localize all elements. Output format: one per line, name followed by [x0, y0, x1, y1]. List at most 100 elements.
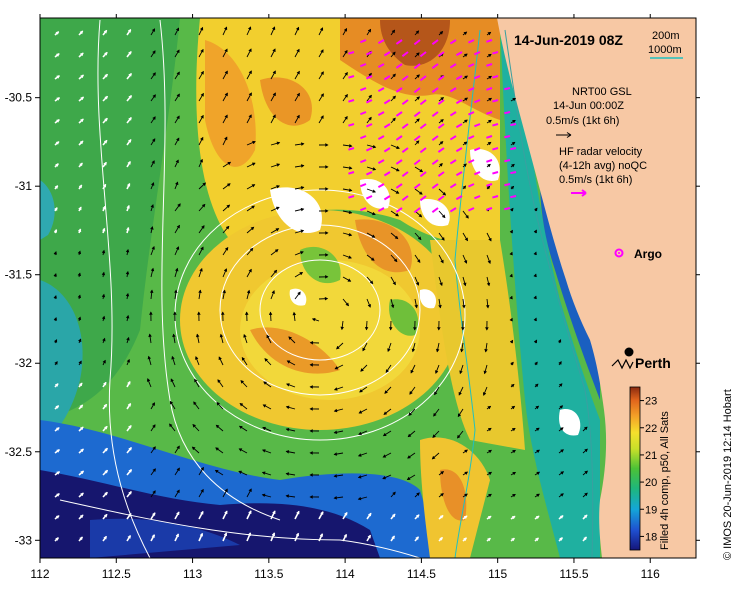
radar-arrow	[383, 195, 391, 201]
velocity-arrow-head	[391, 304, 395, 309]
velocity-arrow-head	[175, 533, 179, 538]
perth-marker	[624, 347, 634, 357]
velocity-arrow-head	[333, 496, 338, 500]
velocity-arrow-head	[223, 532, 227, 537]
velocity-arrow-head	[464, 53, 468, 57]
colorbar	[629, 386, 641, 551]
velocity-arrow-head	[464, 471, 469, 475]
radar-arrow	[437, 51, 445, 57]
velocity-arrow-head	[219, 333, 224, 338]
velocity-arrow-head	[309, 451, 313, 455]
velocity-arrow-head	[199, 532, 203, 537]
velocity-arrow-head	[372, 212, 376, 216]
velocity-arrow-head	[251, 205, 255, 209]
velocity-arrow-head	[152, 138, 156, 142]
velocity-arrow-head	[533, 295, 537, 300]
radar-arrow	[401, 99, 409, 105]
radar-arrow	[360, 63, 367, 68]
velocity-arrow-head	[485, 327, 489, 331]
velocity-arrow-head	[511, 141, 516, 146]
radar-arrow	[413, 159, 421, 166]
velocity-arrow-head	[127, 182, 131, 187]
velocity-arrow-head	[488, 75, 492, 80]
velocity-arrow-head	[55, 537, 59, 541]
radar-arrow	[348, 195, 355, 199]
velocity-arrow-head	[151, 534, 155, 538]
velocity-arrow-head	[442, 214, 446, 219]
radar-arrow	[437, 75, 445, 81]
velocity-arrow-head	[392, 95, 396, 100]
velocity-arrow-head	[200, 114, 204, 119]
velocity-arrow-head	[358, 410, 363, 414]
radar-arrow	[486, 159, 493, 163]
latitude-axis: -30.5 -31 -31.5 -32 -32.5 -33	[5, 91, 700, 547]
radar-arrow	[431, 159, 439, 166]
velocity-arrow-head	[176, 71, 180, 76]
credit-text: © IMOS 20-Jun-2019 12:14 Hobart	[722, 389, 734, 560]
velocity-arrow-head	[439, 515, 444, 519]
velocity-arrow-head	[300, 186, 305, 190]
velocity-arrow-head	[272, 70, 276, 74]
radar-arrow	[401, 195, 409, 201]
velocity-arrow-head	[415, 536, 419, 540]
radar-title: HF radar velocity	[559, 146, 643, 158]
velocity-arrow-head	[364, 326, 369, 331]
lon-tick-label: 114.5	[407, 567, 436, 581]
velocity-arrow-head	[79, 140, 84, 145]
velocity-arrow-head	[457, 413, 461, 418]
velocity-arrow-head	[296, 510, 300, 515]
velocity-arrow-head	[348, 166, 353, 170]
velocity-arrow-head	[418, 236, 422, 241]
isobaths	[454, 29, 594, 558]
radar-arrow	[413, 39, 421, 46]
velocity-arrow-head	[54, 361, 58, 365]
velocity-arrow-head	[171, 355, 175, 360]
velocity-arrow-head	[56, 53, 60, 57]
radar-arrow	[413, 135, 421, 142]
velocity-arrow-head	[80, 426, 84, 431]
velocity-arrow-head	[348, 188, 353, 192]
velocity-arrow-head	[272, 92, 276, 96]
radar-arrow	[383, 171, 391, 177]
velocity-arrow-head	[395, 190, 400, 194]
velocity-arrow-head	[200, 136, 204, 141]
radar-arrow	[492, 51, 499, 55]
map-title: 14-Jun-2019 08Z	[514, 32, 623, 48]
perth-label: Perth	[635, 355, 671, 371]
velocity-arrow-head	[103, 403, 107, 408]
velocity-arrow-head	[55, 141, 60, 145]
velocity-arrow-head	[440, 259, 444, 264]
velocity-arrow-head	[533, 251, 537, 256]
radar-arrow	[467, 159, 475, 164]
velocity-arrow-head	[176, 511, 180, 516]
velocity-arrow-head	[407, 455, 411, 459]
velocity-arrow-head	[300, 142, 305, 146]
velocity-arrow-head	[151, 28, 156, 32]
velocity-arrow-head	[128, 73, 132, 77]
radar-arrow	[467, 63, 475, 68]
velocity-arrow-head	[128, 51, 132, 55]
velocity-arrow-head	[79, 382, 83, 387]
radar-arrow	[360, 87, 367, 92]
velocity-arrow-head	[584, 470, 588, 474]
velocity-arrow-head	[512, 471, 517, 476]
velocity-arrow-head	[191, 446, 196, 450]
velocity-arrow-head	[288, 336, 292, 340]
velocity-arrow-head	[488, 119, 492, 124]
velocity-arrow-head	[243, 334, 247, 338]
velocity-arrow-head	[487, 141, 492, 146]
velocity-arrow-head	[512, 449, 516, 454]
velocity-arrow-head	[325, 231, 329, 235]
velocity-arrow-head	[151, 160, 155, 164]
lon-tick-label: 115.5	[559, 567, 588, 581]
velocity-arrow-head	[512, 493, 516, 498]
velocity-arrow-head	[463, 537, 467, 541]
velocity-arrow-head	[295, 532, 299, 537]
velocity-arrow-head	[464, 75, 468, 79]
radar-arrow	[419, 99, 427, 106]
velocity-arrow-head	[227, 161, 232, 165]
velocity-arrow-head	[262, 449, 266, 453]
radar-arrow	[365, 195, 373, 200]
velocity-arrow-head	[198, 289, 202, 294]
radar-arrow	[395, 207, 403, 213]
